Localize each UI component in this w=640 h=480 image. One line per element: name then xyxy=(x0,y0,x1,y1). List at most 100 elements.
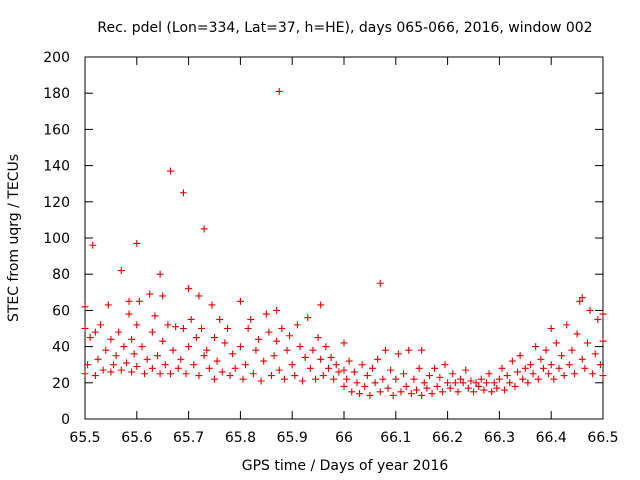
data-point xyxy=(159,337,167,345)
data-point xyxy=(340,382,348,390)
data-point xyxy=(444,379,452,387)
data-point xyxy=(418,346,426,354)
x-tick-label: 65.6 xyxy=(121,430,152,446)
data-point xyxy=(586,306,594,314)
y-tick-label: 120 xyxy=(43,195,70,211)
data-point xyxy=(273,306,281,314)
data-point xyxy=(104,301,112,309)
y-tick-label: 40 xyxy=(52,340,70,356)
data-point xyxy=(384,384,392,392)
data-point xyxy=(81,370,89,378)
data-point xyxy=(462,366,470,374)
data-point xyxy=(231,364,239,372)
data-point xyxy=(117,366,125,374)
data-point xyxy=(91,372,99,380)
data-point xyxy=(99,366,107,374)
data-point xyxy=(198,325,206,332)
y-tick-label: 0 xyxy=(61,412,70,428)
data-point xyxy=(480,386,488,394)
data-point xyxy=(576,297,584,305)
data-point xyxy=(599,310,607,318)
data-point xyxy=(449,370,457,378)
data-point xyxy=(122,359,130,367)
data-point xyxy=(374,355,382,363)
y-tick-label: 20 xyxy=(52,376,70,392)
data-point xyxy=(84,361,92,369)
data-point xyxy=(368,364,376,372)
data-point xyxy=(242,361,250,369)
data-point xyxy=(405,346,413,354)
data-point xyxy=(400,370,408,378)
data-point xyxy=(490,379,498,387)
data-point xyxy=(348,388,356,396)
data-point xyxy=(179,325,187,332)
data-point xyxy=(457,375,465,383)
data-point xyxy=(594,315,602,323)
y-tick-label: 160 xyxy=(43,122,70,138)
data-point xyxy=(187,315,195,323)
data-point xyxy=(255,335,263,343)
y-tick-label: 60 xyxy=(52,303,70,319)
data-point xyxy=(286,332,294,340)
data-point xyxy=(376,388,384,396)
data-point xyxy=(275,366,283,374)
data-point xyxy=(529,370,537,378)
data-point xyxy=(376,279,384,287)
data-point xyxy=(514,368,522,376)
y-tick-label: 100 xyxy=(43,231,70,247)
data-point xyxy=(128,368,136,376)
data-point xyxy=(389,391,397,399)
data-point xyxy=(555,364,563,372)
data-point xyxy=(102,346,110,354)
x-axis-label: GPS time / Days of year 2016 xyxy=(242,458,449,474)
data-point xyxy=(361,382,369,390)
data-point xyxy=(216,315,224,323)
data-point xyxy=(583,339,591,347)
data-point xyxy=(571,370,579,378)
data-point xyxy=(498,364,506,372)
data-point xyxy=(568,346,576,354)
data-point xyxy=(226,372,234,380)
data-point xyxy=(516,352,524,360)
data-point xyxy=(397,388,405,396)
data-point xyxy=(387,366,395,374)
data-point xyxy=(508,357,516,365)
x-tick-label: 65.5 xyxy=(69,430,100,446)
data-point xyxy=(488,388,496,396)
data-point xyxy=(107,335,115,343)
data-point xyxy=(537,355,545,363)
data-point xyxy=(148,364,156,372)
data-point xyxy=(547,361,555,369)
data-point xyxy=(267,372,275,380)
data-point xyxy=(340,339,348,347)
data-point xyxy=(195,292,203,300)
data-point xyxy=(472,379,480,387)
data-point xyxy=(89,241,97,249)
data-point xyxy=(565,361,573,369)
data-point xyxy=(221,339,229,347)
data-point xyxy=(573,330,581,338)
data-point xyxy=(273,337,281,345)
data-point xyxy=(418,391,426,399)
data-point xyxy=(179,189,187,197)
data-point xyxy=(330,375,338,383)
data-point xyxy=(288,361,296,369)
data-point xyxy=(511,382,519,390)
data-point xyxy=(172,323,180,331)
data-point xyxy=(428,390,436,398)
data-point xyxy=(293,321,301,329)
data-point xyxy=(257,377,265,385)
data-point xyxy=(550,375,558,383)
data-point xyxy=(589,370,597,378)
x-tick-label: 65.7 xyxy=(173,430,204,446)
data-point xyxy=(552,339,560,347)
data-point xyxy=(260,357,268,365)
data-point xyxy=(244,325,252,332)
data-point xyxy=(314,334,322,342)
data-point xyxy=(542,346,550,354)
data-point xyxy=(332,361,340,369)
x-tick-label: 66 xyxy=(335,430,353,446)
data-point xyxy=(229,350,237,358)
data-point xyxy=(312,375,320,383)
